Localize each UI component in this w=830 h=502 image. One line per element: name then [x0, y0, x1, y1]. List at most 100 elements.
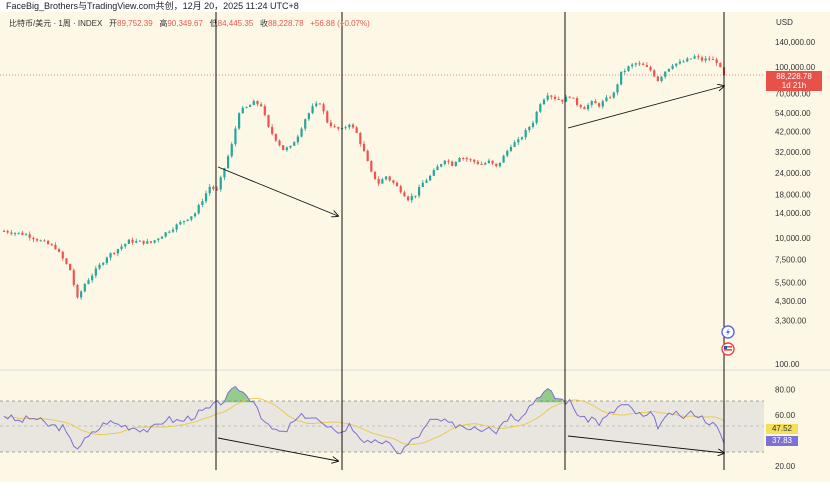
candle-body — [506, 150, 509, 156]
lightning-icon — [721, 325, 735, 339]
candle-body — [693, 56, 696, 59]
candle-body — [116, 249, 119, 254]
candle-body — [179, 222, 182, 225]
candle-body — [572, 97, 575, 99]
candle-body — [520, 137, 524, 140]
candle-body — [252, 100, 255, 106]
candle-body — [230, 144, 233, 157]
chart-caption: FaceBig_Brothers与TradingView.com共创，12月 2… — [6, 1, 299, 11]
current-price-tag: 88,228.78 1d 21h — [766, 71, 822, 91]
candle-body — [289, 145, 292, 148]
candle-body — [293, 142, 296, 146]
candle-body — [476, 161, 479, 164]
candle-body — [594, 101, 597, 104]
candle-body — [186, 219, 189, 221]
candle-body — [667, 68, 670, 72]
candle-body — [638, 63, 641, 65]
candle-body — [451, 161, 454, 166]
rsi-trend-arrow-1 — [217, 437, 338, 461]
candle-body — [531, 122, 535, 127]
candle-body — [675, 63, 678, 66]
candle-body — [304, 119, 307, 129]
price-tick-label: 14,000.00 — [775, 209, 811, 218]
candle-body — [91, 275, 94, 281]
price-tick-label: 10,000.00 — [775, 234, 811, 243]
price-tick-label: 32,000.00 — [775, 148, 811, 157]
price-tick-label: 5,500.00 — [775, 278, 807, 287]
candle-body — [495, 163, 498, 167]
candle-body — [502, 155, 505, 163]
candle-body — [384, 176, 388, 180]
candle-body — [215, 188, 219, 190]
candle-body — [197, 205, 200, 214]
candle-body — [436, 166, 439, 171]
candle-body — [561, 99, 564, 102]
candle-body — [542, 99, 546, 105]
candle-body — [546, 95, 549, 100]
candle-body — [484, 163, 487, 165]
candle-body — [76, 284, 79, 298]
candle-body — [65, 258, 68, 264]
candle-body — [124, 243, 127, 247]
candle-body — [689, 58, 693, 60]
candle-body — [113, 253, 116, 255]
candle-body — [491, 160, 494, 164]
candle-body — [285, 147, 288, 151]
candle-body — [219, 177, 222, 190]
candle-body — [102, 262, 105, 265]
candle-body — [590, 101, 593, 105]
price-tick-label: 7,500.00 — [775, 255, 807, 264]
candle-body — [201, 201, 204, 206]
rsi-tick-label: 100.00 — [775, 360, 800, 369]
candle-body — [98, 264, 101, 269]
price-tick-label: 4,300.00 — [775, 297, 807, 306]
legend-close-label: 收 — [259, 19, 268, 28]
candle-body — [447, 160, 450, 162]
candle-body — [598, 103, 601, 107]
candle-body — [469, 159, 472, 161]
candle-body — [612, 92, 615, 98]
candle-body — [318, 103, 322, 105]
candle-body — [634, 63, 637, 65]
candle-body — [39, 240, 42, 242]
candle-body — [550, 95, 553, 97]
candle-body — [164, 232, 167, 237]
candle-body — [260, 104, 263, 107]
price-chart[interactable]: 3,300.00 4,300.00 5,500.00 7,500.00 10,000.0… — [0, 12, 830, 502]
candle-body — [440, 164, 443, 167]
candle-body — [715, 59, 718, 63]
bottom-strip — [0, 482, 830, 502]
candle-body — [28, 234, 31, 238]
legend-high-label: 高 — [159, 19, 168, 28]
candle-body — [274, 133, 277, 141]
candle-body — [2, 231, 6, 233]
candle-body — [359, 132, 362, 144]
legend-open-label: 开 — [109, 19, 118, 28]
candle-body — [697, 56, 700, 58]
candle-body — [54, 244, 57, 250]
candle-body — [653, 70, 656, 77]
rsi-tick-label: 60.00 — [775, 411, 796, 420]
candle-body — [403, 192, 406, 197]
candle-body — [326, 111, 329, 123]
candle-body — [528, 126, 531, 131]
candle-body — [46, 240, 50, 245]
candle-body — [462, 158, 465, 160]
candle-body — [226, 156, 230, 169]
candle-body — [256, 100, 259, 105]
candle-body — [72, 270, 75, 285]
price-tick-label: 140,000.00 — [775, 38, 816, 47]
candle-body — [193, 213, 197, 217]
candle-body — [370, 161, 373, 172]
candle-body — [171, 229, 175, 232]
candle-body — [579, 104, 582, 108]
candle-body — [656, 76, 659, 82]
candle-body — [418, 186, 421, 196]
candle-body — [329, 122, 333, 127]
candle-body — [513, 142, 516, 147]
candle-body — [671, 65, 674, 69]
candle-body — [645, 65, 648, 67]
candle-body — [575, 98, 579, 105]
candle-body — [35, 239, 39, 241]
